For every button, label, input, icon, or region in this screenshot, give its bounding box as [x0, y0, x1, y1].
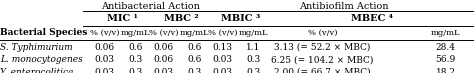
Text: Y. enterocolitica: Y. enterocolitica: [0, 68, 73, 73]
Text: Bacterial Species: Bacterial Species: [0, 28, 87, 37]
Text: 0.03: 0.03: [94, 55, 114, 64]
Text: 0.6: 0.6: [187, 55, 201, 64]
Text: 0.03: 0.03: [154, 68, 173, 73]
Text: 3.13 (= 52.2 × MBC): 3.13 (= 52.2 × MBC): [274, 43, 371, 52]
Text: 0.06: 0.06: [154, 55, 173, 64]
Text: 0.6: 0.6: [128, 43, 142, 52]
Text: % (v/v): % (v/v): [308, 29, 337, 37]
Text: 0.3: 0.3: [187, 68, 201, 73]
Text: 0.3: 0.3: [246, 68, 261, 73]
Text: 0.3: 0.3: [128, 68, 142, 73]
Text: 0.06: 0.06: [154, 43, 173, 52]
Text: Antibacterial Action: Antibacterial Action: [101, 2, 200, 11]
Text: MIC ¹: MIC ¹: [107, 14, 137, 24]
Text: % (v/v): % (v/v): [208, 29, 237, 37]
Text: % (v/v): % (v/v): [90, 29, 119, 37]
Text: mg/mL: mg/mL: [239, 29, 268, 37]
Text: 56.9: 56.9: [436, 55, 456, 64]
Text: MBIC ³: MBIC ³: [221, 14, 260, 24]
Text: 0.6: 0.6: [187, 43, 201, 52]
Text: 18.2: 18.2: [436, 68, 456, 73]
Text: 2.00 (= 66.7 × MBC): 2.00 (= 66.7 × MBC): [274, 68, 371, 73]
Text: MBEC ⁴: MBEC ⁴: [351, 14, 393, 24]
Text: 0.03: 0.03: [213, 55, 233, 64]
Text: 0.03: 0.03: [94, 68, 114, 73]
Text: mg/mL: mg/mL: [180, 29, 209, 37]
Text: 0.3: 0.3: [128, 55, 142, 64]
Text: 0.13: 0.13: [213, 43, 233, 52]
Text: mg/mL: mg/mL: [431, 29, 460, 37]
Text: 6.25 (= 104.2 × MBC): 6.25 (= 104.2 × MBC): [271, 55, 374, 64]
Text: 0.03: 0.03: [213, 68, 233, 73]
Text: S. Typhimurium: S. Typhimurium: [0, 43, 73, 52]
Text: % (v/v): % (v/v): [149, 29, 178, 37]
Text: L. monocytogenes: L. monocytogenes: [0, 55, 83, 64]
Text: Antibiofilm Action: Antibiofilm Action: [299, 2, 388, 11]
Text: MBC ²: MBC ²: [164, 14, 199, 24]
Text: 28.4: 28.4: [436, 43, 456, 52]
Text: 0.06: 0.06: [94, 43, 114, 52]
Text: 0.3: 0.3: [246, 55, 261, 64]
Text: 1.1: 1.1: [246, 43, 261, 52]
Text: mg/mL: mg/mL: [120, 29, 150, 37]
